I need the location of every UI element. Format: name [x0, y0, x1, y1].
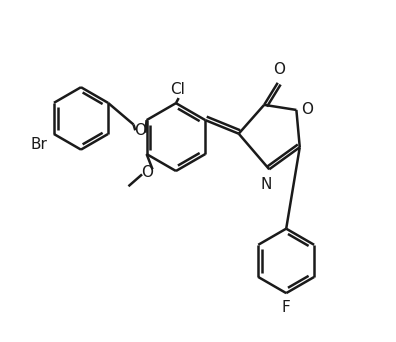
Text: O: O — [301, 103, 314, 117]
Text: Cl: Cl — [170, 82, 185, 97]
Text: O: O — [141, 165, 153, 180]
Text: O: O — [273, 62, 286, 77]
Text: O: O — [134, 123, 147, 139]
Text: N: N — [260, 177, 272, 192]
Text: Br: Br — [31, 137, 48, 153]
Text: F: F — [282, 300, 291, 315]
